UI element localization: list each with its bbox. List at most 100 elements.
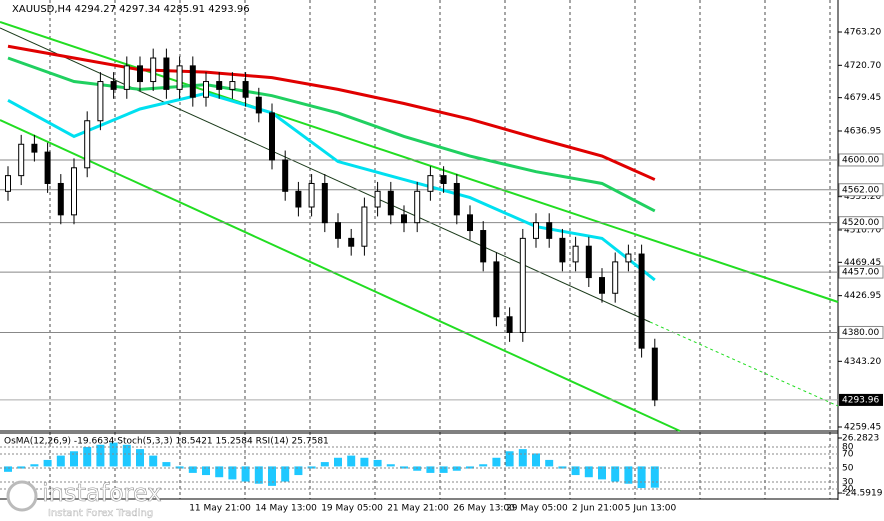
- osma-bar: [386, 464, 395, 467]
- candle-body: [546, 222, 553, 239]
- x-tick-label: 11 May 21:00: [189, 504, 251, 514]
- level-label: 30: [842, 478, 854, 488]
- indicator-title: OsMA(12,26,9) -19.6634 Stoch(5,3,3) 18.5…: [4, 437, 329, 447]
- osma-bar: [149, 455, 158, 467]
- candle-body: [440, 175, 447, 184]
- osma-bar: [426, 466, 435, 473]
- candle-body: [651, 347, 658, 401]
- logo-icon: [6, 480, 38, 512]
- candle-body: [533, 222, 539, 239]
- osma-bar: [228, 466, 237, 480]
- osma-bar: [492, 457, 501, 467]
- candle-body: [255, 96, 262, 114]
- osma-bar: [281, 466, 290, 482]
- main-plot: [5, 44, 658, 407]
- candle-body: [559, 237, 566, 263]
- candle-body: [467, 214, 473, 232]
- time-grid: [49, 0, 831, 499]
- osma-bar: [532, 453, 540, 467]
- osma-bar: [268, 466, 276, 486]
- y-tick-label: 4679.45: [844, 93, 881, 103]
- osma-bar: [136, 449, 144, 467]
- candle-body: [361, 206, 368, 247]
- osma-bar: [439, 466, 448, 473]
- level-label-box: [838, 183, 884, 197]
- osma-bar: [294, 466, 303, 476]
- osma-bar: [122, 444, 131, 467]
- osma-bar: [637, 466, 646, 489]
- level-label-box: [838, 265, 884, 279]
- candle-body: [18, 143, 25, 177]
- candle-body: [585, 245, 592, 279]
- osma-bar: [347, 455, 356, 467]
- trend-line: [0, 119, 681, 432]
- moving-average: [7, 91, 656, 282]
- osma-bar: [70, 451, 78, 467]
- candle-body: [427, 175, 434, 192]
- x-tick-label: 2 Jun 21:00: [572, 504, 624, 514]
- osma-bar: [373, 459, 382, 467]
- y-tick-label: 4553.20: [844, 192, 881, 202]
- y-tick-label: 4510.70: [844, 225, 881, 235]
- x-tick-label: 14 May 13:00: [255, 504, 317, 514]
- osma-bar: [56, 455, 65, 467]
- y-tick-label: 4426.95: [844, 291, 881, 301]
- chart-title: XAUUSD,H4 4294.27 4297.34 4285.91 4293.9…: [12, 4, 250, 15]
- osma-bar: [545, 459, 554, 467]
- osma-bar: [4, 466, 12, 472]
- y-tick-label: 4636.95: [844, 126, 881, 136]
- candle-body: [453, 182, 460, 216]
- osma-bar: [334, 457, 342, 467]
- candle-body: [203, 81, 209, 98]
- osma-bar: [400, 466, 408, 469]
- candle-body: [84, 120, 91, 169]
- y-tick-label: 4469.45: [844, 258, 881, 268]
- level-label-box: [838, 325, 884, 339]
- osma-bar: [188, 466, 197, 473]
- x-tick-label: 21 May 21:00: [387, 504, 449, 514]
- osma-bar: [452, 466, 461, 471]
- candle-body: [493, 261, 500, 318]
- candle-body: [374, 190, 381, 208]
- candle-body: [229, 81, 236, 90]
- osma-bar: [571, 466, 580, 476]
- osma-bar: [505, 451, 514, 467]
- candle-body: [321, 182, 328, 224]
- level-label: 20: [842, 485, 854, 495]
- candle-body: [348, 237, 355, 247]
- osma-bar: [320, 462, 329, 467]
- osma-bar: [83, 446, 92, 467]
- candle-body: [57, 182, 64, 216]
- y-tick-label: 4763.20: [844, 27, 881, 37]
- level-label-box: [838, 216, 884, 230]
- osma-bar: [17, 466, 26, 469]
- candle-body: [414, 190, 421, 224]
- logo-name: instaforex: [42, 479, 162, 507]
- axis: 4763.20 4720.70 4679.45 4636.95 4553.20 4510.…: [189, 27, 884, 514]
- osma-bar: [162, 462, 171, 467]
- candle-body: [71, 167, 77, 216]
- candle-body: [137, 65, 143, 83]
- candle-body: [150, 57, 157, 83]
- candle-body: [110, 81, 117, 90]
- candle-body: [387, 190, 394, 216]
- candle-body: [5, 175, 11, 192]
- candle-body: [308, 182, 315, 208]
- level-label: 50: [842, 464, 854, 474]
- candle-body: [625, 253, 632, 263]
- osma-bar: [109, 442, 118, 467]
- osma-bar: [30, 464, 39, 467]
- osma-bar: [598, 466, 606, 480]
- y-tick-label: 26.2823: [842, 434, 879, 444]
- level-label-box: [838, 153, 884, 167]
- x-tick-label: 26 May 13:00: [453, 504, 515, 514]
- candle-body: [335, 222, 341, 239]
- level-label: 4380.00: [842, 328, 879, 338]
- y-tick-label: 4720.70: [844, 61, 881, 71]
- moving-average: [7, 44, 656, 181]
- osma-bar: [624, 466, 633, 484]
- levels: [0, 159, 838, 401]
- osma-bar: [650, 466, 659, 488]
